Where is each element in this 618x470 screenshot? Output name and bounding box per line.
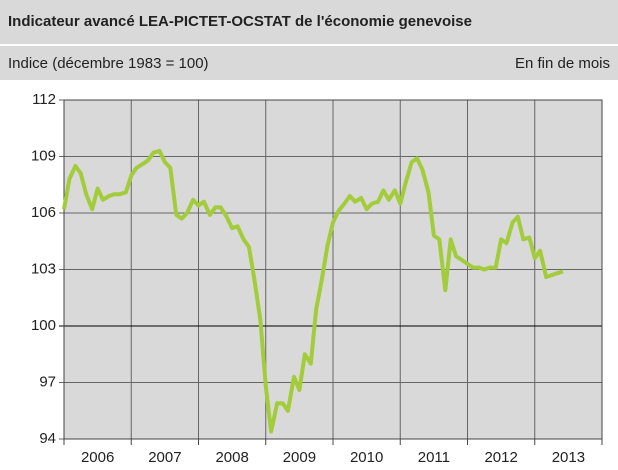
y-tick-label: 100: [31, 317, 56, 334]
x-tick-label: 2012: [484, 449, 517, 466]
note: En fin de mois: [515, 55, 610, 72]
x-tick-label: 2011: [418, 449, 450, 466]
chart-title: Indicateur avancé LEA-PICTET-OCSTAT de l…: [8, 13, 472, 30]
x-tick-label: 2008: [215, 449, 248, 466]
x-tick-label: 2009: [283, 449, 316, 466]
y-tick-label: 109: [31, 147, 56, 164]
subtitle-band: [0, 46, 618, 80]
x-tick-label: 2006: [81, 449, 114, 466]
x-tick-label: 2007: [148, 449, 181, 466]
x-tick-label: 2013: [552, 449, 585, 466]
y-tick-label: 103: [31, 260, 56, 277]
x-tick-label: 2010: [350, 449, 383, 466]
y-tick-label: 106: [31, 204, 56, 221]
plot-border: [63, 99, 603, 440]
data-line: [62, 148, 564, 434]
y-tick-label: 112: [32, 91, 56, 108]
y-tick-label: 97: [39, 373, 56, 390]
y-tick-label: 94: [39, 430, 56, 447]
title-band: [0, 0, 618, 44]
subtitle: Indice (décembre 1983 = 100): [8, 55, 209, 72]
